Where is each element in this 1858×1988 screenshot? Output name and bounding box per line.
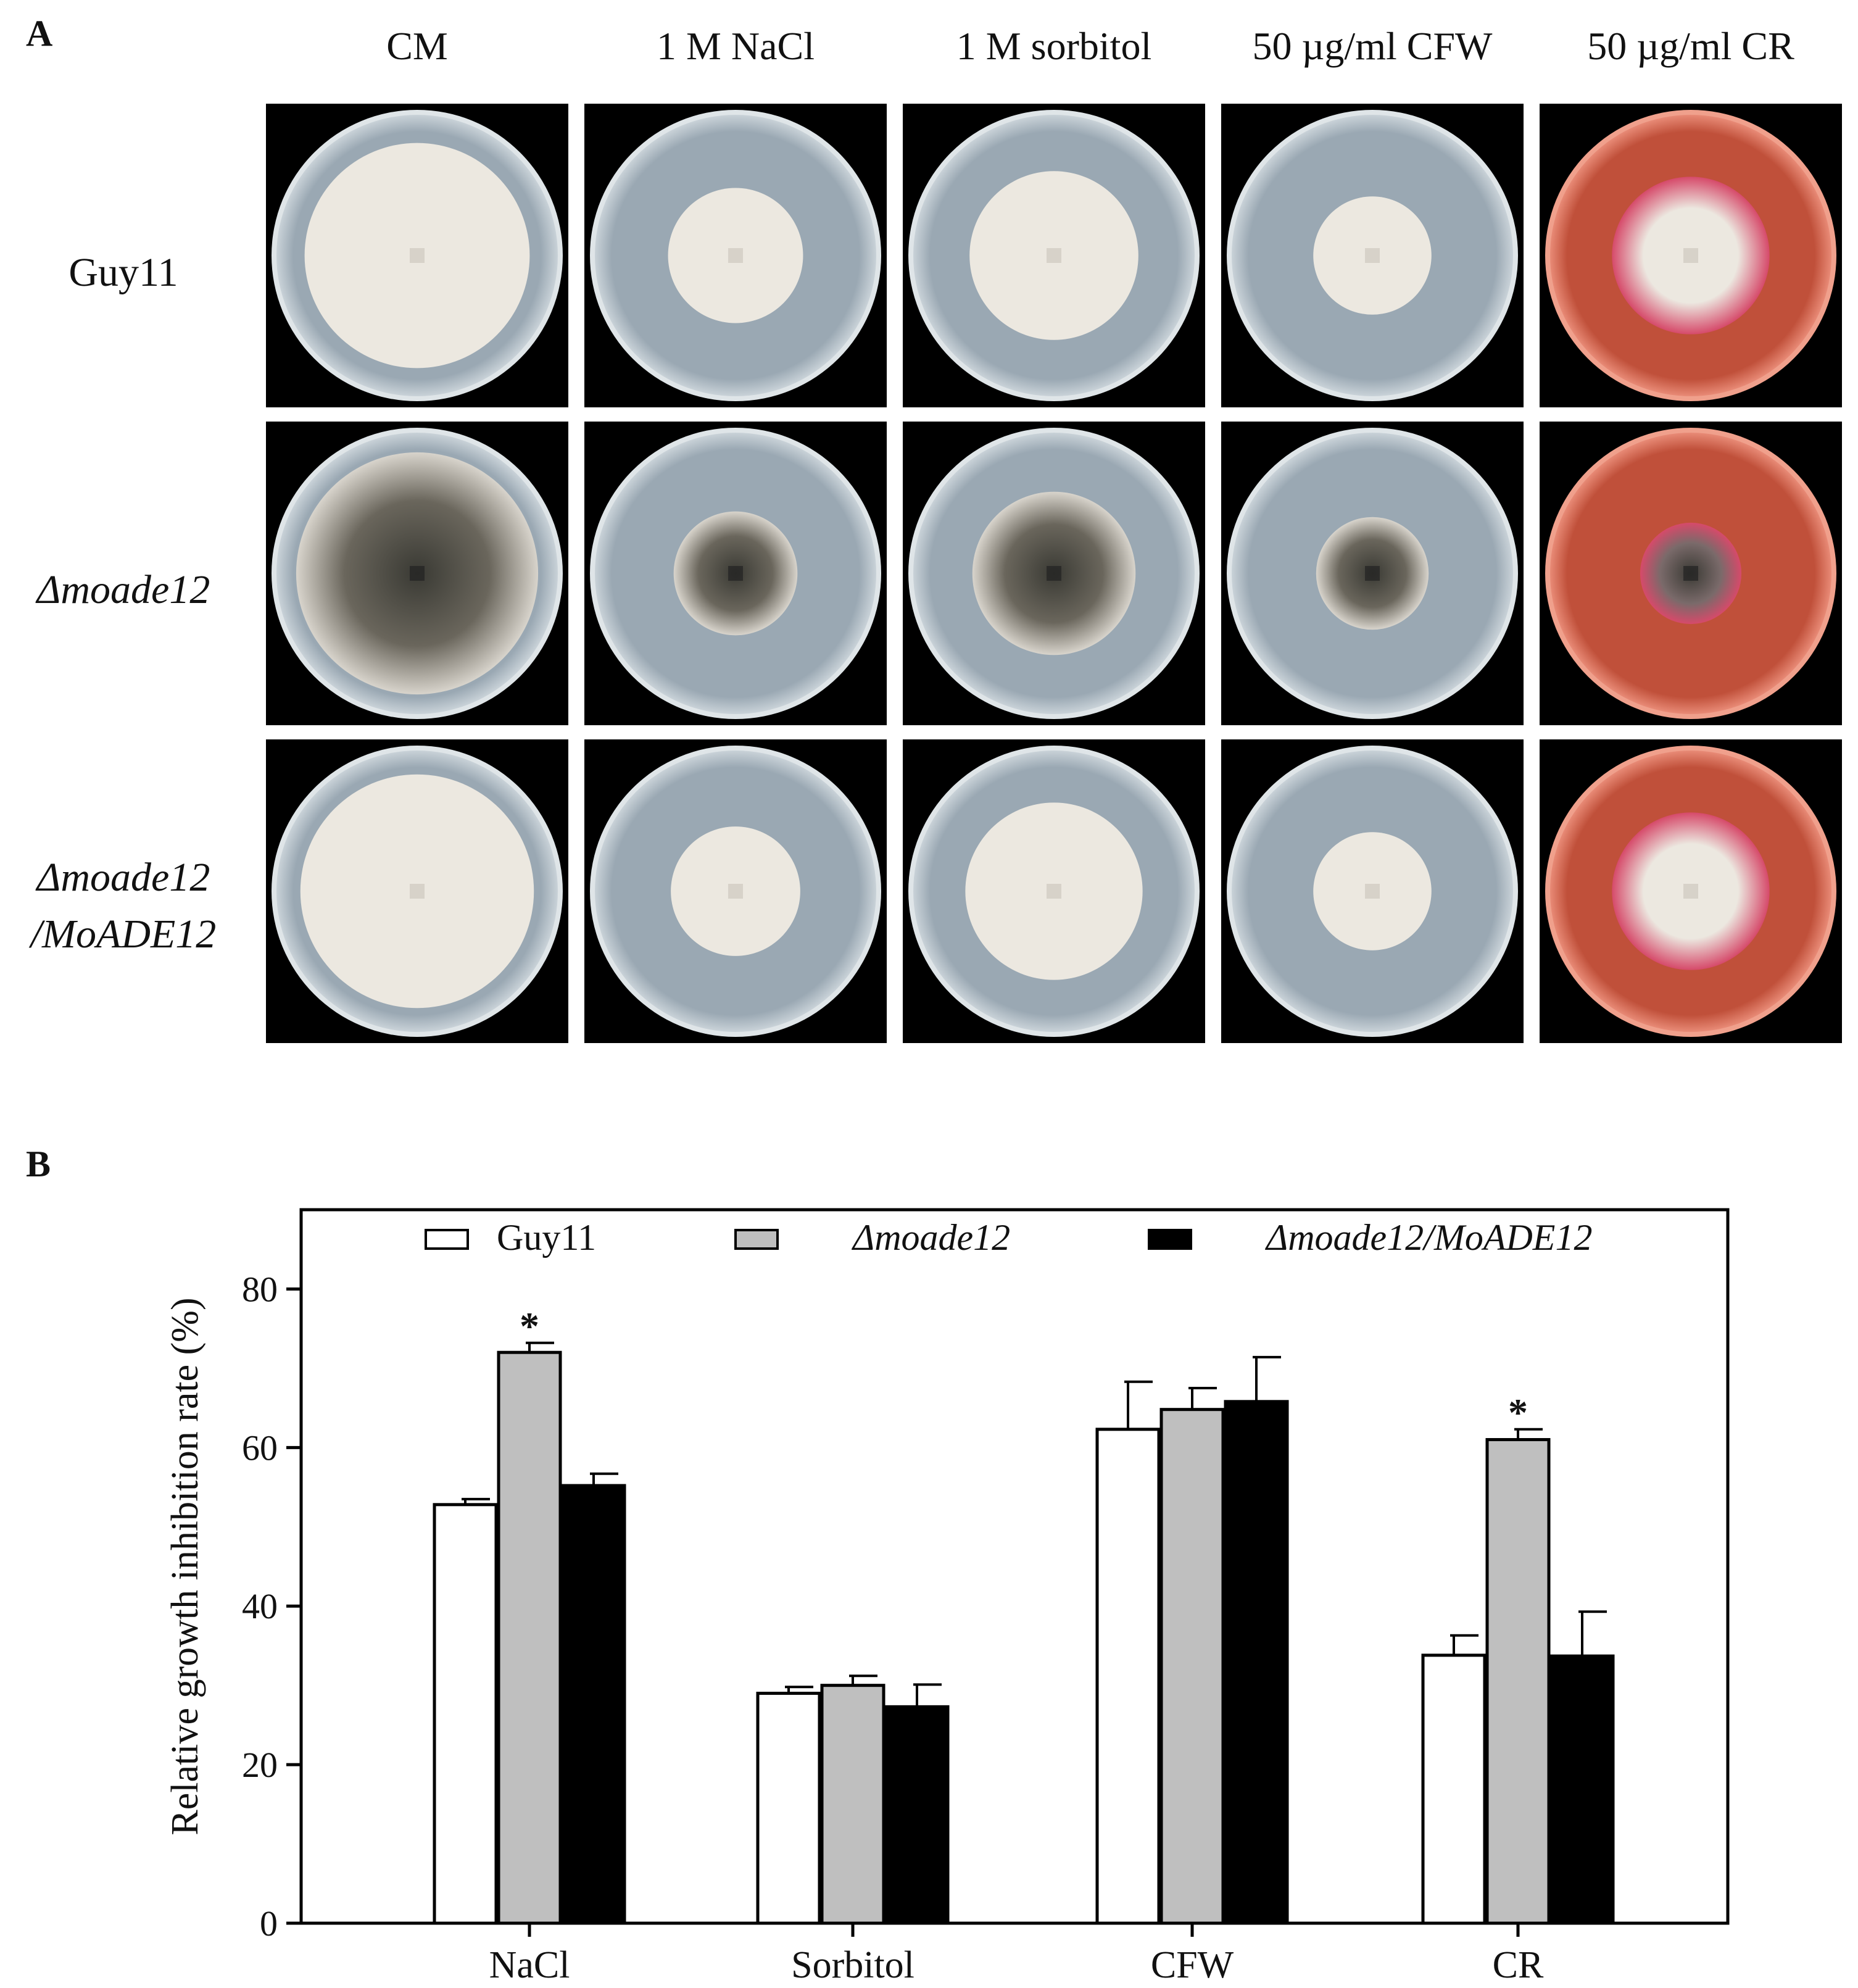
legend-swatch-guy11 xyxy=(425,1229,469,1250)
y-tick-label: 0 xyxy=(260,1903,278,1944)
plate-guy11-cr xyxy=(1540,104,1842,407)
bar-cfw-moade12-moade12 xyxy=(1224,1400,1289,1925)
inoculum-plug xyxy=(1047,566,1061,581)
bar-cfw-moade12 xyxy=(1159,1408,1225,1925)
inoculum-plug xyxy=(1365,884,1380,899)
bar-cr-moade12 xyxy=(1485,1437,1551,1925)
row-label-complemented-line2: /MoADE12 xyxy=(30,912,217,957)
significance-mark-nacl: * xyxy=(520,1304,539,1348)
plate-guy11-cm xyxy=(266,104,568,407)
bar-sorbitol-moade12-moade12 xyxy=(884,1705,950,1925)
y-tick-label: 60 xyxy=(242,1428,278,1468)
inoculum-plug xyxy=(728,248,743,263)
plate-guy11-cfw xyxy=(1221,104,1524,407)
plate-mutant-cm xyxy=(266,422,568,725)
legend-label-moade12-moade12: Δmoade12/MoADE12 xyxy=(1265,1217,1592,1258)
plate-guy11-sorbitol xyxy=(903,104,1205,407)
inoculum-plug xyxy=(1683,884,1698,899)
x-tick-label-sorbitol: Sorbitol xyxy=(791,1944,914,1986)
plate-mutant-sorbitol xyxy=(903,422,1205,725)
bar-nacl-moade12 xyxy=(497,1350,562,1925)
inoculum-plug xyxy=(1683,566,1698,581)
bar-sorbitol-guy11 xyxy=(756,1692,821,1925)
column-header-sorbitol: 1 M sorbitol xyxy=(956,24,1152,68)
y-tick-label: 20 xyxy=(242,1745,278,1785)
y-tick-label: 80 xyxy=(242,1269,278,1309)
plate-mutant-cr xyxy=(1540,422,1842,725)
x-tick-label-nacl: NaCl xyxy=(489,1944,570,1986)
significance-mark-cr: * xyxy=(1508,1391,1528,1434)
plot-frame xyxy=(299,1208,1730,1925)
row-label-mutant-text: Δmoade12 xyxy=(36,567,210,612)
inoculum-plug xyxy=(1047,248,1061,263)
inoculum-plug xyxy=(1683,248,1698,263)
row-label-mutant: Δmoade12 xyxy=(0,562,247,618)
plate-complemented-cr xyxy=(1540,739,1842,1043)
column-header-cr: 50 µg/ml CR xyxy=(1587,24,1794,68)
bar-sorbitol-moade12 xyxy=(820,1684,885,1925)
plate-mutant-nacl xyxy=(584,422,887,725)
bar-cr-guy11 xyxy=(1421,1653,1487,1925)
x-tick-label-cr: CR xyxy=(1493,1944,1544,1986)
inoculum-plug xyxy=(410,248,425,263)
column-header-cm: CM xyxy=(386,24,448,68)
bar-cr-moade12-moade12 xyxy=(1549,1654,1615,1925)
plate-complemented-cfw xyxy=(1221,739,1524,1043)
plate-complemented-sorbitol xyxy=(903,739,1205,1043)
bar-nacl-moade12-moade12 xyxy=(561,1484,626,1925)
panel-a-label: A xyxy=(26,13,53,54)
plate-mutant-cfw xyxy=(1221,422,1524,725)
inoculum-plug xyxy=(410,566,425,581)
bar-cfw-guy11 xyxy=(1095,1428,1161,1925)
plate-guy11-nacl xyxy=(584,104,887,407)
plate-complemented-cm xyxy=(266,739,568,1043)
y-axis-label: Relative growth inhibition rate (%) xyxy=(164,1297,206,1835)
inoculum-plug xyxy=(410,884,425,899)
column-header-cfw: 50 µg/ml CFW xyxy=(1252,24,1493,68)
legend-swatch-moade12-moade12 xyxy=(1148,1229,1192,1250)
plate-complemented-nacl xyxy=(584,739,887,1043)
inoculum-plug xyxy=(728,884,743,899)
y-tick-label: 40 xyxy=(242,1586,278,1626)
inoculum-plug xyxy=(728,566,743,581)
inoculum-plug xyxy=(1365,566,1380,581)
row-label-complemented-line1: Δmoade12 xyxy=(36,855,210,900)
row-label-guy11-text: Guy11 xyxy=(68,250,178,295)
bar-nacl-guy11 xyxy=(433,1503,498,1925)
bar-chart: 0 20 40 60 80 Relative growth inhibition rate… xyxy=(164,1208,1730,1986)
row-label-complemented: Δmoade12 /MoADE12 xyxy=(0,849,247,963)
x-tick-label-cfw: CFW xyxy=(1151,1944,1234,1986)
inoculum-plug xyxy=(1365,248,1380,263)
legend-label-guy11: Guy11 xyxy=(497,1217,596,1258)
column-header-nacl: 1 M NaCl xyxy=(657,24,815,68)
row-label-guy11: Guy11 xyxy=(0,244,247,301)
panel-b-label: B xyxy=(26,1144,51,1184)
legend-label-moade12: Δmoade12 xyxy=(852,1217,1010,1258)
legend-swatch-moade12 xyxy=(734,1229,779,1250)
inoculum-plug xyxy=(1047,884,1061,899)
